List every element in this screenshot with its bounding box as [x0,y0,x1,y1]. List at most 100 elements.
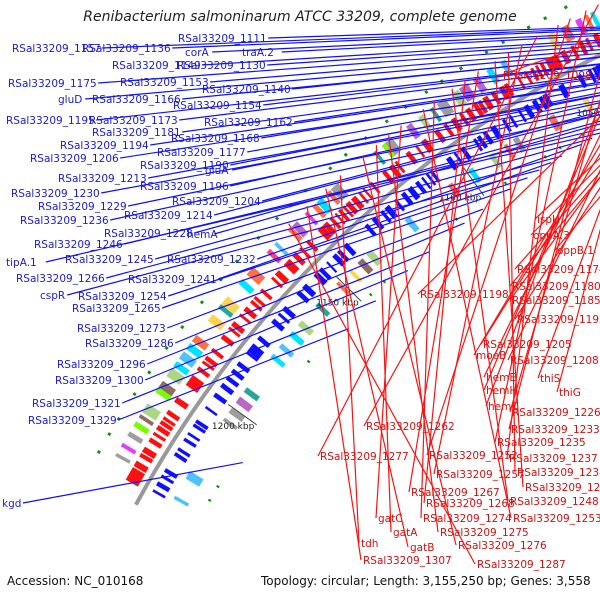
forward-label-leader [101,100,600,194]
cog-feature [185,342,204,359]
length-value: 3,155,250 bp [422,574,503,588]
reverse-gene-label: RSal33209_1248 [510,496,599,508]
forward-gene [173,452,188,463]
reverse-gene-label: gatA [393,527,418,539]
reverse-label-leader [408,71,479,493]
reverse-label-leader [325,188,409,548]
reverse-label-leader [514,171,600,270]
reverse-gene [196,366,211,379]
forward-label-leader [230,92,600,166]
cog-feature-inner [235,396,254,413]
reverse-gene [345,200,359,215]
forward-gene-label: RSal33209_1265 [72,303,161,315]
forward-label-leader [150,77,600,146]
reverse-label-leader [508,69,600,430]
forward-gene-label: RSal33209_1173 [89,115,178,127]
forward-label-leader [102,27,600,49]
scale-label: 1150 kbp [316,299,359,309]
forward-gene [247,347,262,360]
forward-gene [219,382,235,396]
reverse-gene-label: gatB [410,542,434,554]
forward-gene-label: RSal33209_1241 [128,274,217,286]
cog-feature-inner [278,343,295,358]
reverse-gene-label: thiS [540,373,561,385]
reverse-gene [544,58,556,73]
gc-skew-mark [234,259,239,264]
reverse-label-leader [417,115,600,295]
reverse-label-leader [506,24,559,459]
forward-label-leader [202,39,600,66]
reverse-gene [292,252,306,266]
forward-label-leader [261,81,600,139]
reverse-gene-label: RSal33209_1238 [517,467,600,479]
scale-label: 1100 kbp [439,193,482,203]
reverse-gene [433,129,447,144]
reverse-gene [516,75,526,90]
forward-gene [301,283,317,298]
forward-gene-label: RSal33209_1181 [92,127,181,139]
forward-label-leader [210,49,600,83]
cog-feature-inner [488,152,503,169]
forward-label-leader [182,73,600,133]
reverse-gene [155,425,171,437]
forward-gene [594,64,600,77]
forward-gene [429,169,441,183]
cog-feature [218,304,234,318]
cog-feature [155,387,172,402]
forward-gene [230,368,245,381]
reverse-gene [152,431,167,442]
forward-gene-label: RSal33209_1254 [78,291,167,303]
cog-feature-inner [222,417,239,431]
gc-skew-mark [164,345,169,351]
reverse-gene [405,150,418,165]
reverse-gene [362,187,374,200]
reverse-gene [133,460,149,473]
reverse-label-leader [509,98,600,413]
forward-gene-label: kgd [2,498,21,510]
forward-gene-label: RSal33209_1204 [172,196,261,208]
genes-label: ; Genes: [502,574,557,588]
cog-feature [274,241,289,256]
forward-gene-label: RSal33209_1273 [77,323,166,335]
forward-gene-label: RSal33209_1329 [28,415,117,427]
gc-skew-mark [458,66,464,71]
forward-gene-label: RSal33209_1177 [157,147,246,159]
cog-feature [546,31,562,50]
cog-feature [127,431,144,444]
reverse-label-leader [534,157,600,220]
length-label: ; Length: [365,574,423,588]
cog-feature [429,106,443,123]
forward-gene-label: hemA [187,229,218,241]
forward-label-leader [121,300,377,404]
forward-gene [326,261,338,274]
reverse-gene [414,144,426,158]
reverse-label-leader [556,228,600,393]
reverse-label-leader [483,133,600,378]
cog-feature-inner [243,387,260,402]
cog-feature-inner [288,330,305,346]
reverse-gene [334,212,346,225]
gc-skew-mark [132,392,137,397]
reverse-label-leader [494,60,524,488]
cog-feature [115,452,131,464]
forward-gene [160,474,175,485]
reverse-label-leader [317,35,538,457]
reverse-label-leader [451,88,509,502]
reverse-label-leader [362,156,457,546]
reverse-label-leader [509,176,600,301]
cog-feature-inner [357,258,374,275]
gc-skew-mark [343,152,348,157]
reverse-gene [162,416,176,427]
forward-gene-label: cspR [40,290,65,302]
forward-gene-label: RSal33209_1190 [140,160,229,172]
cog-feature [166,367,186,385]
forward-gene-label: RSal33209_1232 [167,254,256,266]
forward-gene [380,210,392,223]
gc-skew-mark [501,39,506,45]
forward-label-leader [174,222,465,344]
reverse-gene-label: RSal33209_1235 [497,437,586,449]
forward-label-leader [281,34,600,53]
reverse-gene-label: tdh [361,538,378,550]
cog-feature-inner [336,281,351,296]
cog-feature [326,189,341,205]
